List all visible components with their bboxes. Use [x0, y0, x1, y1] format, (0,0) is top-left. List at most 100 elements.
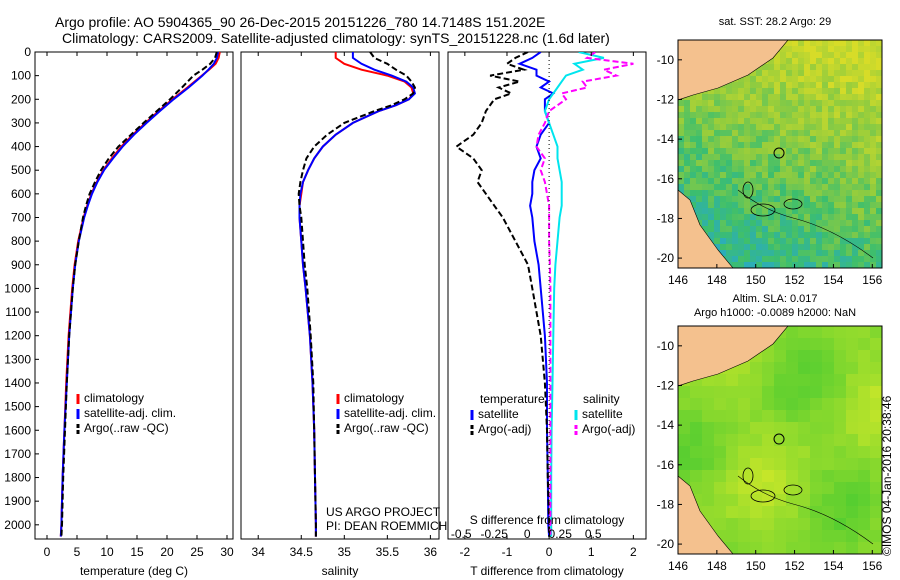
- sst-raster-cell: [828, 166, 834, 172]
- sst-raster-cell: [816, 112, 822, 118]
- sst-raster-cell: [828, 118, 834, 124]
- sst-raster-cell: [792, 172, 798, 178]
- sst-raster-cell: [858, 190, 864, 196]
- sst-raster-cell: [702, 130, 708, 136]
- depth-tick-label: 800: [11, 234, 31, 248]
- sst-raster-cell: [774, 262, 780, 268]
- sla-raster-cell: [750, 518, 762, 530]
- sst-raster-cell: [780, 82, 786, 88]
- sst-raster-cell: [858, 160, 864, 166]
- sst-raster-cell: [840, 52, 846, 58]
- sst-raster-cell: [834, 142, 840, 148]
- sst-raster-cell: [696, 106, 702, 112]
- sla-raster-cell: [762, 494, 774, 506]
- sst-raster-cell: [816, 262, 822, 268]
- sst-raster-cell: [780, 52, 786, 58]
- sst-raster-cell: [780, 76, 786, 82]
- sst-raster-cell: [858, 40, 864, 46]
- sst-raster-cell: [810, 214, 816, 220]
- sst-raster-cell: [774, 214, 780, 220]
- sla-raster-cell: [750, 374, 762, 386]
- sla-raster-cell: [786, 338, 798, 350]
- sla-raster-cell: [834, 326, 846, 338]
- sla-raster-cell: [786, 350, 798, 362]
- sst-raster-cell: [870, 244, 876, 250]
- sst-raster-cell: [684, 166, 690, 172]
- sst-raster-cell: [726, 256, 732, 262]
- sst-raster-cell: [834, 124, 840, 130]
- sst-raster-cell: [708, 130, 714, 136]
- sst-raster-cell: [768, 166, 774, 172]
- sla-raster-cell: [834, 374, 846, 386]
- sst-raster-cell: [750, 124, 756, 130]
- sla-raster-cell: [870, 542, 882, 554]
- sst-raster-cell: [786, 220, 792, 226]
- sst-raster-cell: [876, 76, 882, 82]
- sst-raster-cell: [750, 196, 756, 202]
- sst-raster-cell: [774, 226, 780, 232]
- sst-raster-cell: [744, 190, 750, 196]
- sst-raster-cell: [756, 262, 762, 268]
- sst-raster-cell: [858, 178, 864, 184]
- temp-legend-label: climatology: [84, 391, 144, 405]
- sst-raster-cell: [702, 136, 708, 142]
- sst-raster-cell: [768, 160, 774, 166]
- sla-raster-cell: [870, 518, 882, 530]
- sla-raster-cell: [750, 506, 762, 518]
- sst-raster-cell: [876, 226, 882, 232]
- sst-raster-cell: [858, 196, 864, 202]
- sst-raster-cell: [786, 262, 792, 268]
- sst-raster-cell: [780, 70, 786, 76]
- sla-raster-cell: [834, 350, 846, 362]
- sst-raster-cell: [834, 100, 840, 106]
- sst-raster-cell: [786, 136, 792, 142]
- sst-raster-cell: [828, 160, 834, 166]
- sst-raster-cell: [810, 208, 816, 214]
- sla-raster-cell: [726, 494, 738, 506]
- sst-raster-cell: [816, 100, 822, 106]
- sst-raster-cell: [822, 106, 828, 112]
- sla-raster-cell: [786, 530, 798, 542]
- sst-raster-cell: [786, 250, 792, 256]
- sst-raster-cell: [870, 262, 876, 268]
- diff-top-tick-label: -0.5: [451, 527, 472, 541]
- sst-raster-cell: [870, 214, 876, 220]
- sst-land-south: [678, 189, 734, 268]
- sst-raster-cell: [732, 148, 738, 154]
- sst-raster-cell: [822, 142, 828, 148]
- sst-raster-cell: [750, 244, 756, 250]
- sst-reef-outline: [783, 198, 803, 210]
- sst-raster-cell: [762, 214, 768, 220]
- sst-raster-cell: [690, 100, 696, 106]
- sst-raster-cell: [690, 136, 696, 142]
- sst-raster-cell: [708, 166, 714, 172]
- sla-raster-cell: [798, 422, 810, 434]
- sst-raster-cell: [708, 142, 714, 148]
- sst-raster-cell: [810, 100, 816, 106]
- sst-raster-cell: [702, 226, 708, 232]
- sst-raster-cell: [750, 226, 756, 232]
- sst-raster-cell: [696, 196, 702, 202]
- sst-raster-cell: [804, 76, 810, 82]
- sst-raster-cell: [702, 100, 708, 106]
- sst-raster-cell: [732, 154, 738, 160]
- sst-raster-cell: [804, 100, 810, 106]
- sst-raster-cell: [876, 124, 882, 130]
- sst-raster-cell: [852, 70, 858, 76]
- sst-raster-cell: [774, 106, 780, 112]
- sst-raster-cell: [726, 214, 732, 220]
- sst-raster-cell: [846, 178, 852, 184]
- sst-raster-cell: [720, 202, 726, 208]
- sla-raster-cell: [846, 506, 858, 518]
- sst-raster-cell: [786, 202, 792, 208]
- sst-raster-cell: [744, 232, 750, 238]
- sst-raster-cell: [834, 262, 840, 268]
- sst-raster-cell: [804, 58, 810, 64]
- sst-raster-cell: [756, 244, 762, 250]
- sla-raster-cell: [726, 506, 738, 518]
- sst-raster-cell: [846, 106, 852, 112]
- depth-tick-label: 1400: [4, 376, 31, 390]
- sst-raster-cell: [870, 220, 876, 226]
- sla-raster-cell: [774, 530, 786, 542]
- sla-raster-cell: [774, 518, 786, 530]
